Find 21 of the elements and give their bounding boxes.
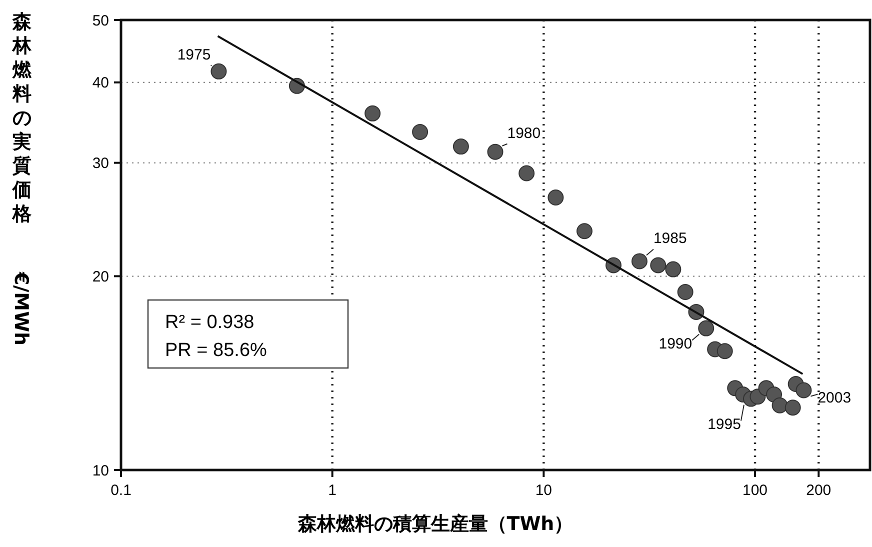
y-tick-label: 40 [92, 74, 109, 92]
x-tick-label: 0.1 [110, 482, 132, 499]
y-tick-label: 50 [92, 12, 109, 30]
annotation: R² = 0.938 [165, 312, 254, 333]
y-tick-label: 20 [92, 268, 109, 286]
text: 森林燃料の実質価格 €/MWh [10, 11, 32, 346]
x-tick-label: 200 [806, 482, 832, 499]
y-tick-label: 10 [92, 462, 109, 480]
y-tick-label: 30 [92, 155, 109, 172]
annotation: 1985 [653, 230, 687, 248]
annotation-box: R² = 0.938 PR = 85.6% [147, 299, 349, 369]
annotation: PR = 85.6% [165, 340, 268, 361]
annotation: 1990 [658, 335, 692, 352]
x-tick-label: 10 [535, 482, 552, 499]
annotation: 2003 [818, 389, 852, 406]
annotation: 1995 [708, 416, 741, 433]
annotation: 1980 [507, 124, 541, 142]
x-axis-title: 森林燃料の積算生産量（TWh） [296, 513, 574, 535]
x-tick-label: 1 [328, 482, 337, 499]
annotation: 1975 [177, 46, 211, 64]
x-tick-label: 100 [742, 482, 768, 499]
